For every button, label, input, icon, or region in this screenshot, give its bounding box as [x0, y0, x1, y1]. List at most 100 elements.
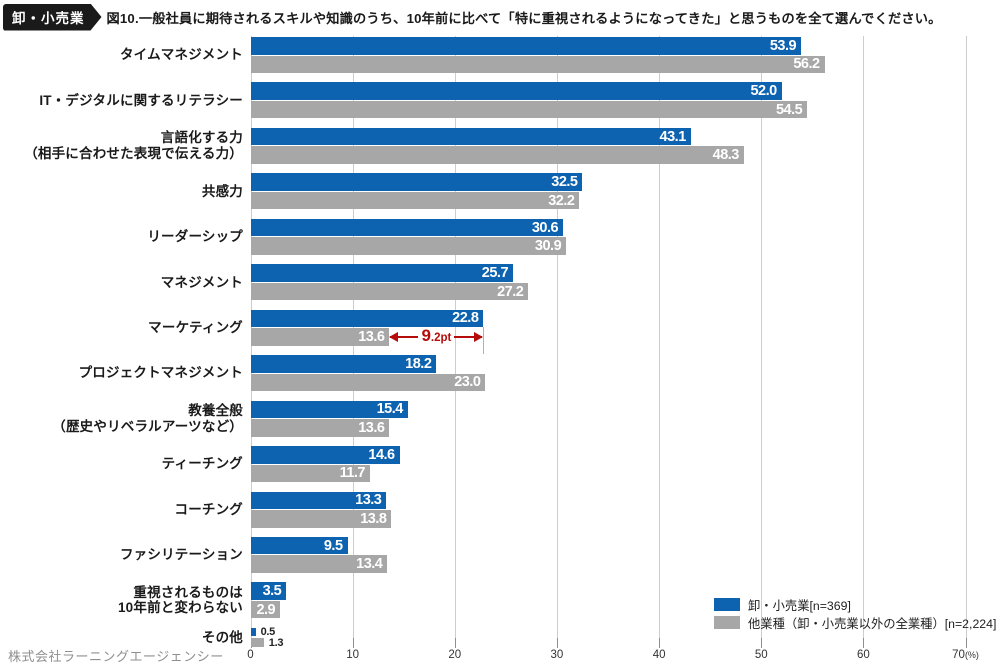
- axis-tick-value: 10: [346, 649, 360, 661]
- bar-value-label: 1.3: [268, 636, 284, 649]
- bar-value-label: 56.2: [793, 56, 820, 73]
- axis-tick-label: 0: [221, 649, 281, 661]
- difference-value-frac: .2pt: [430, 331, 452, 344]
- bar-other-industries: 27.2: [250, 282, 529, 301]
- bar-value-label: 13.8: [360, 510, 387, 527]
- axis-tick-label: 30: [527, 649, 587, 661]
- axis-tick: [659, 638, 661, 648]
- bar-value-label: 23.0: [454, 374, 481, 391]
- category-label: プロジェクトマネジメント: [78, 365, 243, 381]
- bar-wholesale-retail: 15.4: [250, 400, 408, 419]
- bar-other-industries: 13.6: [250, 419, 390, 437]
- bar-other-industries: 2.9: [250, 600, 281, 619]
- axis-tick-label: 20: [425, 649, 485, 661]
- bar-wholesale-retail: 14.6: [250, 446, 400, 464]
- bar-wholesale-retail: 13.3: [250, 491, 387, 509]
- bar-other-industries: 23.0: [250, 373, 486, 392]
- right-arrow-icon: [454, 331, 484, 342]
- axis-tick: [761, 638, 763, 648]
- axis-tick-value: 40: [652, 649, 666, 661]
- bar-other-industries: 32.2: [250, 191, 580, 210]
- axis-tick: [454, 638, 456, 648]
- bar-wholesale-retail: 22.8: [250, 309, 484, 328]
- bar-wholesale-retail: 30.6: [250, 218, 564, 237]
- axis-tick-value: 50: [754, 649, 768, 661]
- axis-tick-value: 70: [952, 649, 965, 661]
- bar-value-label: 15.4: [376, 401, 404, 418]
- axis-tick-label: 60: [833, 649, 893, 661]
- axis-tick: [556, 638, 558, 648]
- bar-other-industries: 54.5: [250, 100, 808, 119]
- axis-tick-value: 30: [550, 649, 564, 661]
- gridline: [556, 36, 558, 648]
- bar-value-label: 18.2: [405, 355, 432, 372]
- category-label: 教養全般 （歴史やリベラルアーツなど）: [52, 403, 243, 434]
- bar-wholesale-retail: 9.5: [250, 536, 348, 555]
- legend: 卸・小売業[n=369] 他業種（卸・小売業以外の全業種）[n=2,224]: [714, 598, 996, 634]
- axis-tick-label: 70(%): [936, 649, 996, 661]
- legend-label: 卸・小売業[n=369]: [748, 598, 851, 613]
- bar-value-label: 13.3: [355, 492, 382, 509]
- difference-value-int: 9: [421, 325, 431, 345]
- bar-value-label: 22.8: [452, 310, 479, 327]
- category-label: 言語化する力 （相手に合わせた表現で伝える力）: [24, 130, 243, 161]
- bar-value-label: 43.1: [659, 128, 687, 145]
- difference-annotation: 9.2pt: [389, 327, 484, 347]
- bar-value-label: 52.0: [750, 83, 777, 100]
- bar-wholesale-retail: 52.0: [250, 82, 782, 100]
- bar-value-label: 9.5: [323, 537, 343, 554]
- category-label: 共感力: [201, 183, 243, 199]
- category-label: マーケティング: [148, 319, 243, 335]
- category-label: ファシリテーション: [119, 547, 243, 563]
- bar-value-label: 30.9: [534, 238, 562, 255]
- difference-value: 9.2pt: [421, 327, 451, 347]
- bar-value-label: 0.5: [260, 626, 276, 639]
- bar-wholesale-retail: 53.9: [250, 37, 802, 55]
- bar-other-industries: 11.7: [250, 464, 370, 483]
- bar-wholesale-retail: 3.5: [250, 582, 287, 600]
- category-label: 重視されるものは 10年前と変わらない: [117, 584, 243, 616]
- bar-wholesale-retail: 43.1: [250, 127, 691, 146]
- gridline: [863, 36, 865, 648]
- segment-badge: 卸・小売業: [3, 4, 102, 31]
- bar-other-industries: 13.4: [250, 555, 388, 573]
- bar-value-label: 13.6: [358, 419, 385, 436]
- legend-label: 他業種（卸・小売業以外の全業種）[n=2,224]: [748, 616, 997, 631]
- bar-other-industries: 13.8: [250, 510, 392, 528]
- bar-wholesale-retail: 18.2: [250, 355, 437, 373]
- bar-value-label: 3.5: [262, 583, 282, 600]
- bar-value-label: 13.6: [358, 328, 385, 345]
- category-label: リーダーシップ: [147, 229, 243, 245]
- bar-value-label: 32.5: [551, 174, 578, 191]
- bar-value-label: 25.7: [481, 265, 509, 281]
- bar-other-industries: 56.2: [250, 55, 825, 73]
- category-label: タイムマネジメント: [119, 47, 243, 63]
- bar-other-industries: 48.3: [250, 146, 744, 164]
- bar-value-label: 2.9: [256, 601, 276, 618]
- gridline: [965, 36, 967, 648]
- bar-other-industries: 30.9: [250, 237, 567, 255]
- axis-tick-value: 0: [247, 649, 254, 661]
- bar-value-label: 14.6: [368, 446, 395, 463]
- bar-value-label: 27.2: [497, 283, 524, 300]
- bar-value-label: 32.2: [548, 192, 575, 209]
- bar-other-industries: 13.6: [250, 328, 390, 346]
- axis-tick-label: 10: [323, 649, 383, 661]
- gridline: [454, 36, 456, 648]
- axis-tick: [863, 638, 865, 648]
- bar-value-label: 11.7: [339, 465, 366, 482]
- category-label: コーチング: [174, 501, 243, 517]
- legend-swatch-blue: [714, 598, 740, 611]
- chart-header: 卸・小売業 図10.一般社員に期待されるスキルや知識のうち、10年前に比べて「特…: [3, 4, 997, 30]
- bar-value-label: 13.4: [356, 556, 383, 573]
- category-label: IT・デジタルに関するリテラシー: [39, 92, 243, 108]
- bar-wholesale-retail: 25.7: [250, 264, 514, 282]
- legend-item-wholesale-retail: 卸・小売業[n=369]: [714, 598, 996, 613]
- bar-wholesale-retail: 0.5: [250, 626, 275, 638]
- bar-value-label: 54.5: [775, 101, 803, 118]
- axis-tick-value: 60: [856, 649, 870, 661]
- axis-tick-value: 20: [448, 649, 462, 661]
- gridline: [761, 36, 763, 648]
- bar-value-label: 53.9: [769, 37, 797, 54]
